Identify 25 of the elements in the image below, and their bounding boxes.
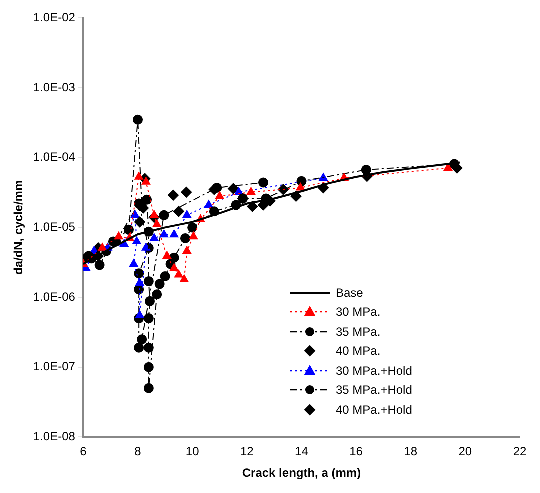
x-tick-label: 10 [186, 444, 200, 459]
x-tick-label: 16 [350, 444, 364, 459]
legend-label: 30 MPa. [336, 305, 381, 320]
y-tick-label: 1.0E-05 [33, 220, 76, 234]
x-tick-label: 22 [513, 444, 527, 459]
x-tick-label: 8 [134, 444, 142, 459]
legend-label: 40 MPa.+Hold [336, 402, 412, 417]
y-tick-label: 1.0E-08 [33, 430, 76, 444]
legend-label: Base [336, 286, 364, 300]
legend-label: 30 MPa.+Hold [336, 364, 412, 378]
y-axis-title: da/dN, cycle/mm [12, 180, 26, 276]
y-tick-label: 1.0E-03 [33, 80, 76, 94]
x-tick-label: 20 [458, 444, 472, 459]
legend-label: 40 MPa. [336, 344, 381, 358]
y-tick-label: 1.0E-07 [33, 360, 76, 374]
x-tick-label: 18 [404, 444, 418, 459]
x-tick-label: 6 [80, 444, 88, 459]
y-tick-label: 1.0E-04 [33, 150, 76, 164]
y-tick-label: 1.0E-06 [33, 290, 76, 304]
y-tick-label: 1.0E-02 [33, 10, 76, 25]
x-tick-label: 14 [295, 444, 309, 459]
x-axis-title: Crack length, a (mm) [242, 466, 362, 480]
legend-label: 35 MPa.+Hold [336, 383, 412, 398]
x-tick-label: 12 [240, 444, 254, 459]
legend-label: 35 MPa. [336, 324, 381, 339]
